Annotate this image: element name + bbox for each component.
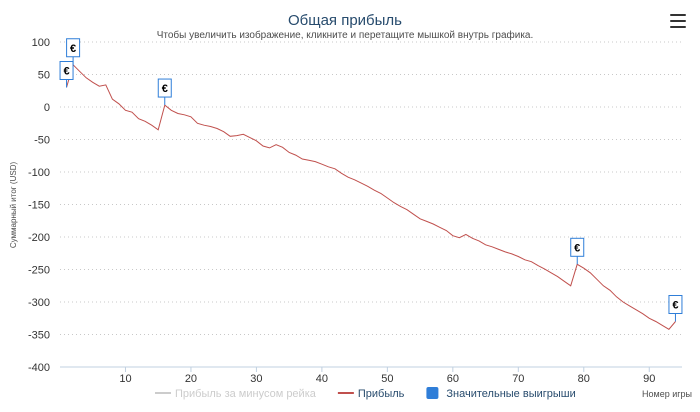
y-tick-label: -400	[28, 362, 50, 374]
big-win-marker[interactable]: €	[66, 38, 81, 65]
x-tick-label: 60	[447, 373, 459, 385]
menu-icon-bar	[670, 14, 686, 16]
euro-icon: €	[162, 83, 168, 95]
x-tick-label: 10	[119, 373, 131, 385]
legend-symbol	[426, 387, 439, 399]
legend-label: Прибыль за минусом рейка	[175, 388, 317, 400]
legend-label: Прибыль	[358, 388, 405, 400]
x-tick-label: 40	[316, 373, 328, 385]
legend-item[interactable]: Прибыль за минусом рейка	[155, 388, 317, 400]
chart-subtitle: Чтобы увеличить изображение, кликните и …	[157, 29, 534, 41]
big-win-marker[interactable]: €	[570, 237, 585, 265]
euro-icon: €	[63, 66, 69, 78]
x-tick-label: 50	[381, 373, 393, 385]
series-layer[interactable]	[66, 63, 676, 330]
menu-icon-bar	[670, 20, 686, 22]
big-win-marker[interactable]: €	[59, 61, 74, 88]
euro-icon: €	[70, 43, 76, 55]
marker-flag	[66, 38, 81, 58]
euro-icon: €	[574, 242, 580, 254]
y-tick-label: -100	[28, 167, 50, 179]
big-win-marker[interactable]: €	[668, 295, 683, 322]
x-tick-label: 70	[512, 373, 524, 385]
euro-icon: €	[672, 300, 678, 312]
marker-flag	[157, 78, 172, 98]
legend-item[interactable]: Прибыль	[337, 388, 405, 400]
legend-item[interactable]: Значительные выигрыши	[426, 387, 576, 400]
y-tick-label: 50	[38, 70, 50, 82]
legend-label: Значительные выигрыши	[446, 388, 575, 400]
menu-icon-bar	[670, 26, 686, 28]
marker-flag	[570, 237, 585, 257]
axes: 100 50 0 -50 -100 -150 -200 -250 -300 -350 -400 10 2…	[28, 37, 682, 385]
y-tick-label: -200	[28, 232, 50, 244]
y-tick-label: -300	[28, 297, 50, 309]
series-line-profit[interactable]	[66, 63, 676, 330]
marker-flag	[668, 295, 683, 314]
x-tick-label: 90	[643, 373, 655, 385]
big-win-marker[interactable]: €	[157, 78, 172, 106]
y-tick-label: 0	[44, 102, 50, 114]
y-tick-label: -350	[28, 330, 50, 342]
legend[interactable]: Прибыль за минусом рейка Прибыль Значитель…	[155, 387, 576, 400]
y-tick-label: -250	[28, 265, 50, 277]
marker-flag	[59, 61, 74, 80]
x-axis-label: Номер игры	[642, 389, 692, 399]
y-tick-label: -150	[28, 200, 50, 212]
x-tick-label: 20	[185, 373, 197, 385]
chart-title: Общая прибыль	[288, 12, 402, 29]
y-tick-label: -50	[34, 135, 50, 147]
y-tick-label: 100	[32, 37, 50, 49]
big-win-markers[interactable]: €€€€€	[59, 38, 683, 322]
x-tick-label: 30	[250, 373, 262, 385]
y-axis-label: Суммарный итог (USD)	[9, 162, 18, 249]
x-tick-label: 80	[578, 373, 590, 385]
chart-menu-button[interactable]	[670, 14, 686, 28]
